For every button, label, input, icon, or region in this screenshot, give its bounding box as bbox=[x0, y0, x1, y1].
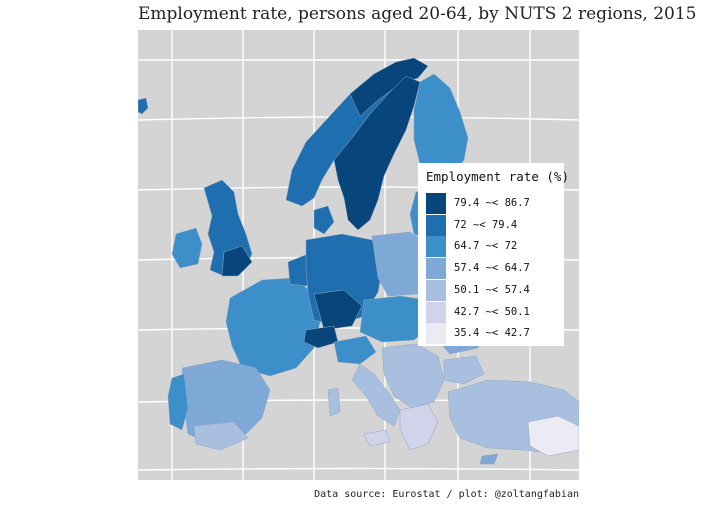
region-uk-south bbox=[221, 245, 253, 277]
legend-swatch bbox=[426, 258, 446, 280]
region-sicily bbox=[363, 429, 391, 447]
legend-label: 79.4 ~< 86.7 bbox=[454, 197, 530, 209]
source-caption: Data source: Eurostat / plot: @zoltangfa… bbox=[314, 489, 579, 500]
legend-label: 72 ~< 79.4 bbox=[454, 218, 518, 231]
legend-label: 50.1 ~< 57.4 bbox=[454, 283, 530, 296]
legend-item: 64.7 ~< 72 bbox=[426, 236, 560, 258]
region-ireland bbox=[171, 227, 203, 269]
choropleth-map bbox=[138, 30, 579, 480]
region-greece bbox=[399, 403, 439, 451]
region-iceland bbox=[138, 97, 149, 115]
legend-title: Employment rate (%) bbox=[426, 169, 569, 184]
region-italy-north bbox=[333, 335, 377, 365]
legend-swatch bbox=[426, 301, 446, 323]
region-spain-south bbox=[193, 421, 249, 451]
map-legend: Employment rate (%) 79.4 ~< 86.7 72 ~< 79… bbox=[418, 163, 569, 346]
legend-item: 79.4 ~< 86.7 bbox=[426, 193, 560, 215]
legend-swatch bbox=[426, 193, 446, 214]
region-germany-south bbox=[313, 289, 363, 331]
region-sweden bbox=[333, 75, 421, 231]
legend-item: 42.7 ~< 50.1 bbox=[426, 301, 560, 324]
legend-item: 35.4 ~< 42.7 bbox=[426, 323, 560, 345]
region-balkans bbox=[381, 343, 445, 409]
legend-label: 64.7 ~< 72 bbox=[454, 240, 518, 253]
regions bbox=[138, 57, 579, 465]
legend-label: 42.7 ~< 50.1 bbox=[454, 305, 530, 318]
region-norway-north bbox=[349, 57, 429, 117]
region-italy-south bbox=[351, 363, 401, 427]
legend-item: 72 ~< 79.4 bbox=[426, 214, 560, 237]
legend-swatch bbox=[426, 323, 446, 345]
legend-swatch bbox=[426, 214, 446, 236]
region-denmark bbox=[313, 205, 335, 235]
legend-swatch bbox=[426, 279, 446, 301]
region-bulgaria bbox=[443, 355, 485, 385]
legend-swatch bbox=[426, 236, 446, 258]
legend-item: 50.1 ~< 57.4 bbox=[426, 279, 560, 302]
legend-item: 57.4 ~< 64.7 bbox=[426, 258, 560, 280]
region-turkey-east bbox=[527, 415, 579, 457]
region-switzerland bbox=[303, 325, 339, 349]
region-france bbox=[225, 277, 321, 377]
legend-label: 57.4 ~< 64.7 bbox=[454, 262, 530, 275]
map-title: Employment rate, persons aged 20-64, by … bbox=[138, 4, 697, 24]
region-spain bbox=[181, 359, 271, 445]
legend-label: 35.4 ~< 42.7 bbox=[454, 327, 530, 340]
region-portugal bbox=[167, 373, 189, 431]
region-sardinia bbox=[327, 387, 341, 417]
region-cyprus bbox=[479, 453, 499, 465]
